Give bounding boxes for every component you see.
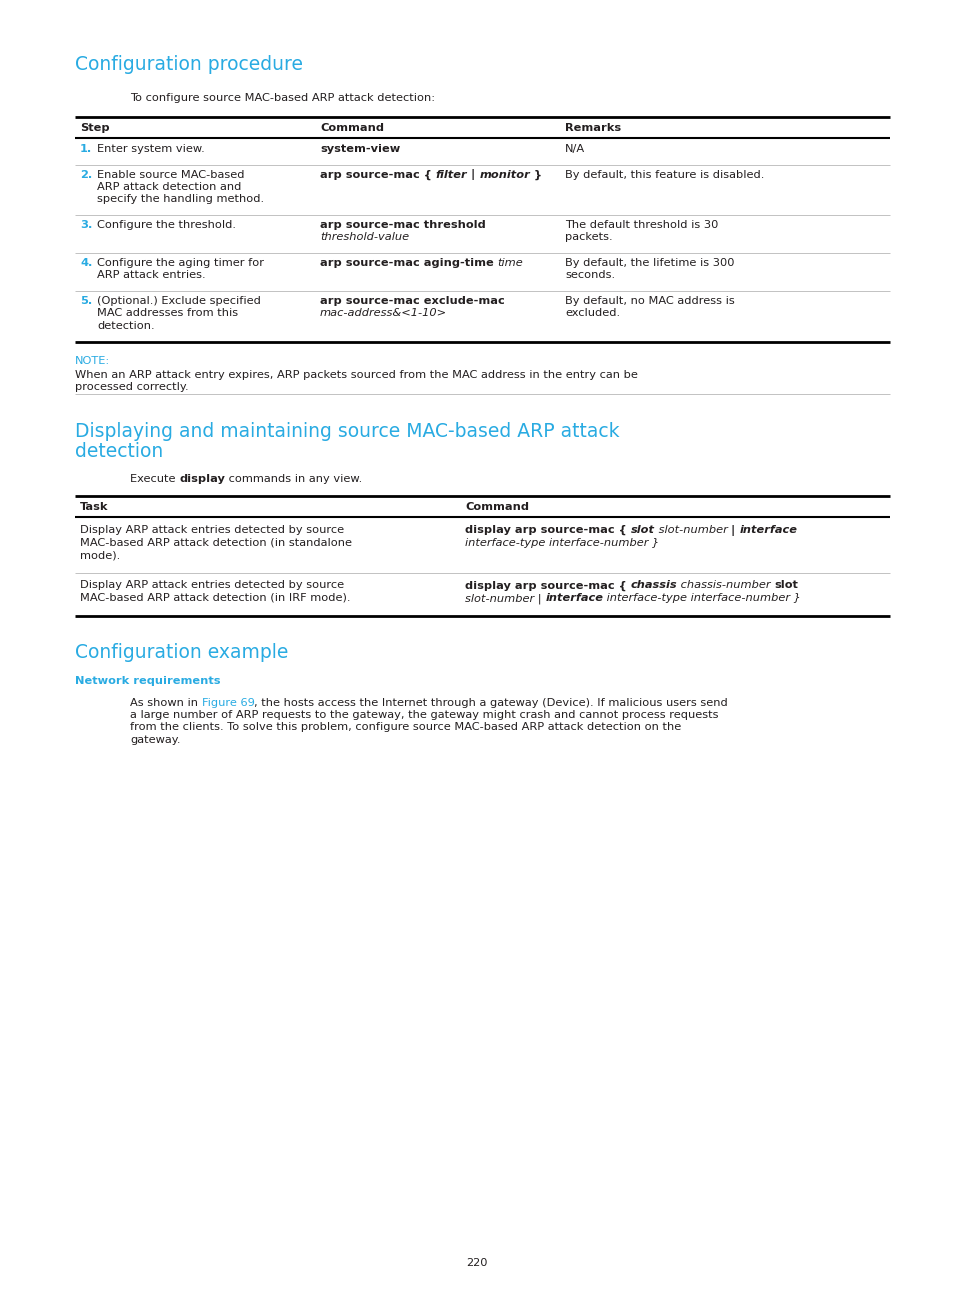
Text: Network requirements: Network requirements [75,675,220,686]
Text: , the hosts access the Internet through a gateway (Device). If malicious users s: , the hosts access the Internet through … [254,697,727,708]
Text: Enable source MAC-based: Enable source MAC-based [97,170,244,180]
Text: slot-number: slot-number [654,525,726,535]
Text: 2.: 2. [80,170,92,180]
Text: display arp source-mac {: display arp source-mac { [464,525,630,535]
Text: detection.: detection. [97,321,154,330]
Text: Configure the threshold.: Configure the threshold. [97,220,235,229]
Text: }: } [530,170,542,180]
Text: arp source-mac threshold: arp source-mac threshold [319,220,485,229]
Text: |: | [467,170,479,180]
Text: Configuration example: Configuration example [75,644,288,662]
Text: By default, no MAC address is: By default, no MAC address is [564,295,734,306]
Text: N/A: N/A [564,144,584,154]
Text: Command: Command [319,123,384,133]
Text: When an ARP attack entry expires, ARP packets sourced from the MAC address in th: When an ARP attack entry expires, ARP pa… [75,369,638,380]
Text: interface: interface [545,594,602,603]
Text: Figure 69: Figure 69 [201,697,254,708]
Text: display: display [179,474,225,483]
Text: slot: slot [630,525,654,535]
Text: mode).: mode). [80,550,120,560]
Text: Displaying and maintaining source MAC-based ARP attack: Displaying and maintaining source MAC-ba… [75,422,619,441]
Text: system-view: system-view [319,144,400,154]
Text: The default threshold is 30: The default threshold is 30 [564,220,718,229]
Text: slot-number |: slot-number | [464,594,545,604]
Text: Task: Task [80,502,109,512]
Text: monitor: monitor [479,170,530,180]
Text: Enter system view.: Enter system view. [97,144,205,154]
Text: 1.: 1. [80,144,92,154]
Text: arp source-mac aging-time: arp source-mac aging-time [319,258,497,268]
Text: filter: filter [436,170,467,180]
Text: slot: slot [774,581,798,591]
Text: MAC-based ARP attack detection (in standalone: MAC-based ARP attack detection (in stand… [80,538,352,547]
Text: chassis: chassis [630,581,677,591]
Text: display arp source-mac {: display arp source-mac { [464,581,630,591]
Text: (Optional.) Exclude specified: (Optional.) Exclude specified [97,295,260,306]
Text: 4.: 4. [80,258,92,268]
Text: time: time [497,258,523,268]
Text: processed correctly.: processed correctly. [75,382,189,391]
Text: interface-type interface-number }: interface-type interface-number } [464,538,659,547]
Text: Configure the aging timer for: Configure the aging timer for [97,258,264,268]
Text: from the clients. To solve this problem, configure source MAC-based ARP attack d: from the clients. To solve this problem,… [130,722,680,732]
Text: Display ARP attack entries detected by source: Display ARP attack entries detected by s… [80,525,344,535]
Text: seconds.: seconds. [564,271,615,280]
Text: commands in any view.: commands in any view. [225,474,362,483]
Text: 5.: 5. [80,295,92,306]
Text: NOTE:: NOTE: [75,355,111,365]
Text: a large number of ARP requests to the gateway, the gateway might crash and canno: a large number of ARP requests to the ga… [130,710,718,721]
Text: Step: Step [80,123,110,133]
Text: arp source-mac exclude-mac: arp source-mac exclude-mac [319,295,504,306]
Text: chassis-number: chassis-number [677,581,774,591]
Text: Remarks: Remarks [564,123,620,133]
Text: |: | [726,525,739,537]
Text: By default, the lifetime is 300: By default, the lifetime is 300 [564,258,734,268]
Text: packets.: packets. [564,232,612,242]
Text: To configure source MAC-based ARP attack detection:: To configure source MAC-based ARP attack… [130,93,435,102]
Text: 3.: 3. [80,220,92,229]
Text: Execute: Execute [130,474,179,483]
Text: 220: 220 [466,1258,487,1267]
Text: MAC-based ARP attack detection (in IRF mode).: MAC-based ARP attack detection (in IRF m… [80,594,350,603]
Text: mac-address&<1-10>: mac-address&<1-10> [319,308,447,319]
Text: gateway.: gateway. [130,735,180,745]
Text: interface: interface [739,525,797,535]
Text: Display ARP attack entries detected by source: Display ARP attack entries detected by s… [80,581,344,591]
Text: Command: Command [464,502,529,512]
Text: interface-type interface-number }: interface-type interface-number } [602,594,801,603]
Text: MAC addresses from this: MAC addresses from this [97,308,238,319]
Text: threshold-value: threshold-value [319,232,409,242]
Text: Configuration procedure: Configuration procedure [75,54,303,74]
Text: By default, this feature is disabled.: By default, this feature is disabled. [564,170,763,180]
Text: ARP attack detection and: ARP attack detection and [97,181,241,192]
Text: detection: detection [75,442,163,461]
Text: specify the handling method.: specify the handling method. [97,194,264,205]
Text: ARP attack entries.: ARP attack entries. [97,271,206,280]
Text: arp source-mac {: arp source-mac { [319,170,436,180]
Text: excluded.: excluded. [564,308,619,319]
Text: As shown in: As shown in [130,697,201,708]
